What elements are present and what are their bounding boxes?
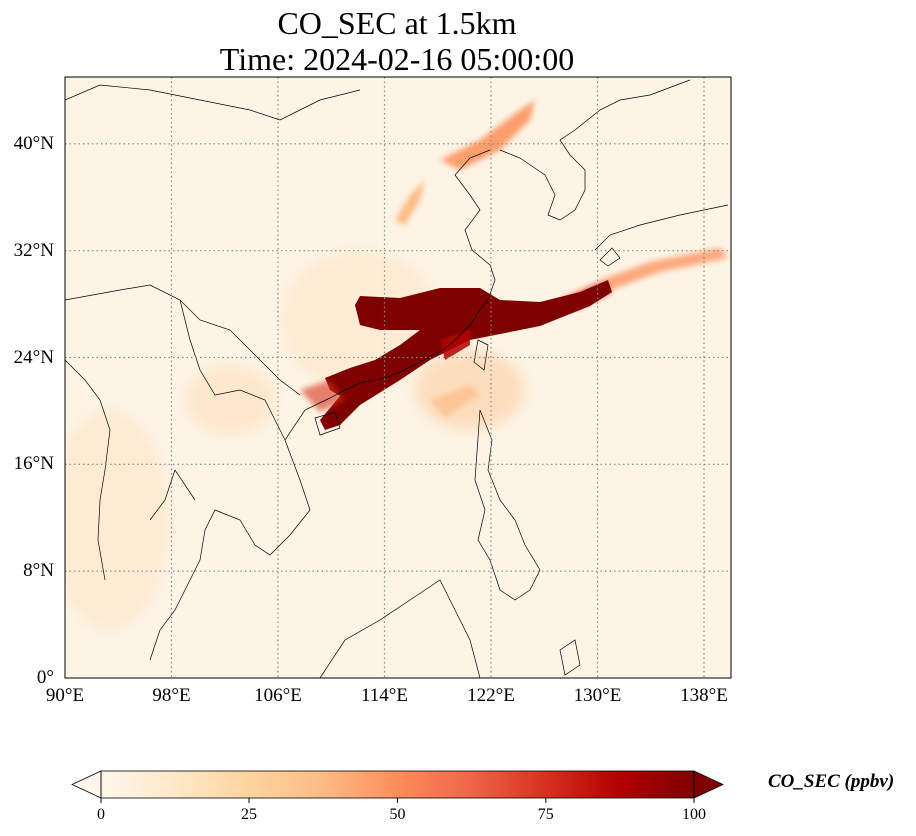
map-frame (64, 76, 732, 679)
colorbar-tick-label: 0 (97, 806, 105, 823)
colorbar-tick-label: 50 (389, 806, 406, 823)
x-tick-label: 138°E (680, 685, 728, 706)
colorbar-label: CO_SEC (ppbv) (768, 771, 895, 792)
y-tick-label: 0° (36, 667, 54, 688)
x-tick-label: 114°E (361, 685, 408, 706)
y-tick-label: 24°N (13, 346, 54, 368)
x-tick-label: 106°E (254, 685, 302, 706)
coastlines (65, 79, 729, 678)
x-tick-label: 98°E (152, 685, 191, 706)
y-tick-label: 8°N (23, 560, 54, 582)
y-tick-label: 40°N (13, 132, 54, 154)
y-tick-label: 16°N (13, 453, 54, 475)
colorbar (71, 770, 724, 803)
colorbar-tick-label: 75 (537, 806, 554, 823)
map-subtitle-time: Time: 2024-02-16 05:00:00 (219, 41, 575, 77)
map-title: CO_SEC at 1.5km (277, 5, 517, 41)
colorbar-tick-label: 25 (241, 806, 257, 823)
x-tick-label: 122°E (467, 685, 515, 706)
x-tick-label: 90°E (45, 685, 85, 706)
y-tick-label: 32°N (13, 239, 54, 261)
x-tick-label: 130°E (573, 685, 622, 706)
gridlines (65, 77, 731, 678)
colorbar-tick-label: 100 (682, 806, 706, 823)
